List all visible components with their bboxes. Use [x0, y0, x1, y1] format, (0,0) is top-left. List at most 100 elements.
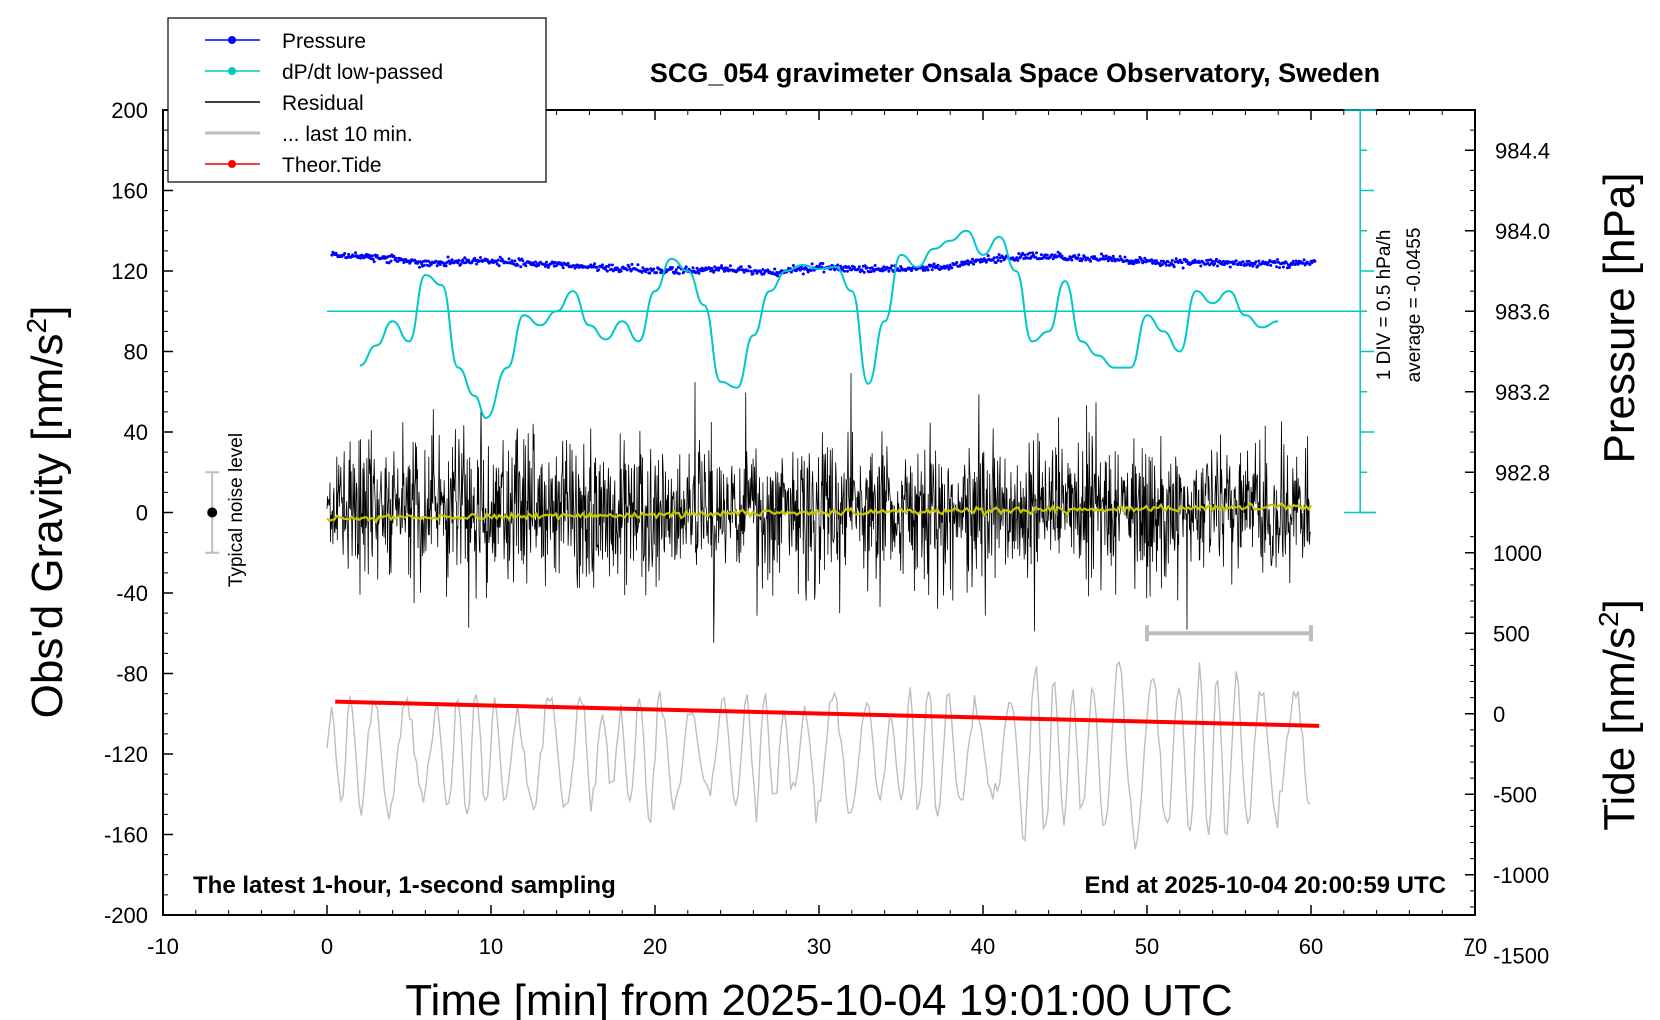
pressure-point — [519, 265, 523, 269]
legend-label: Pressure — [282, 30, 366, 53]
pressure-point — [1169, 261, 1173, 265]
pressure-point — [459, 262, 463, 266]
y-tide-tick-label: 1000 — [1493, 541, 1542, 566]
y-pressure-tick-label: 984.4 — [1495, 138, 1550, 163]
pressure-point — [510, 259, 514, 263]
pressure-point — [1215, 257, 1218, 261]
pressure-point — [372, 260, 376, 264]
pressure-point — [402, 261, 406, 264]
legend-label: Theor.Tide — [282, 154, 382, 177]
noise-bar-center — [207, 507, 218, 518]
pressure-point — [597, 268, 601, 272]
pressure-point — [670, 266, 674, 269]
x-tick-label: 40 — [971, 934, 995, 959]
y-left-tick-label: 40 — [124, 420, 148, 445]
pressure-point — [593, 262, 597, 266]
pressure-point — [534, 260, 538, 264]
pressure-point — [347, 252, 351, 256]
pressure-point — [857, 265, 861, 269]
pressure-point — [726, 266, 729, 270]
legend-swatch-marker — [228, 67, 236, 75]
pressure-point — [1035, 251, 1038, 255]
pressure-point — [1015, 256, 1019, 260]
pressure-point — [950, 266, 954, 270]
pressure-point — [553, 260, 557, 264]
last10-min-trace — [326, 660, 1311, 850]
pressure-point — [646, 268, 650, 272]
pressure-point — [889, 266, 893, 270]
pressure-point — [846, 269, 849, 273]
pressure-point — [1248, 263, 1252, 267]
pressure-point — [748, 265, 752, 269]
pressure-point — [507, 257, 511, 261]
pressure-point — [1160, 263, 1164, 266]
y-left-tick-label: -160 — [104, 823, 148, 848]
legend-label: ... last 10 min. — [282, 123, 413, 146]
pressure-point — [749, 269, 753, 273]
pressure-point — [619, 269, 623, 273]
pressure-point — [773, 267, 777, 271]
pressure-point — [860, 269, 864, 273]
range-bars — [205, 471, 1313, 642]
pressure-point — [1269, 263, 1273, 267]
pressure-point — [360, 253, 364, 257]
pressure-point — [1030, 255, 1033, 259]
pressure-point — [1256, 264, 1260, 268]
x-tick-label: 20 — [643, 934, 667, 959]
pressure-point — [791, 264, 795, 267]
pressure-point — [1111, 254, 1115, 258]
pressure-point — [1228, 265, 1232, 269]
pressure-point — [1266, 263, 1270, 267]
pressure-point — [422, 263, 426, 267]
pressure-point — [516, 263, 520, 267]
pressure-point — [1278, 266, 1281, 270]
pressure-point — [434, 259, 438, 263]
dpdt-average-label: average = -0.0455 — [1404, 228, 1425, 383]
pressure-point — [1253, 262, 1257, 266]
pressure-point — [513, 259, 517, 263]
pressure-point — [354, 251, 357, 255]
pressure-point — [636, 263, 640, 267]
pressure-point — [1308, 263, 1312, 266]
pressure-point — [776, 274, 780, 278]
pressure-point — [839, 264, 843, 268]
y-tide-tick-label: -500 — [1493, 782, 1537, 807]
pressure-point — [566, 261, 570, 265]
pressure-point — [674, 268, 678, 272]
pressure-point — [1216, 264, 1219, 268]
last10-min-line — [326, 660, 1311, 850]
pressure-point — [995, 255, 999, 259]
pressure-point — [537, 263, 541, 267]
y-left-tick-label: -200 — [104, 903, 148, 928]
pressure-point — [438, 263, 442, 267]
y-tide-ticks: -1500 -1000 -500 0 500 1000 — [1465, 536, 1549, 968]
pressure-point — [610, 263, 614, 267]
pressure-point — [648, 271, 652, 275]
pressure-point — [1284, 261, 1288, 265]
pressure-point — [822, 270, 826, 274]
pressure-point — [420, 262, 423, 266]
pressure-point — [1143, 256, 1147, 260]
pressure-point — [1181, 266, 1185, 270]
y-left-tick-label: 120 — [111, 259, 148, 284]
pressure-point — [992, 256, 996, 260]
dpdt-line — [359, 229, 1279, 419]
pressure-point — [446, 255, 450, 259]
pressure-point — [1023, 253, 1027, 257]
y-pressure-tick-label: 983.2 — [1495, 380, 1550, 405]
pressure-point — [852, 265, 856, 269]
pressure-point — [809, 269, 813, 272]
pressure-point — [490, 258, 494, 262]
pressure-point — [652, 267, 656, 271]
y-pressure-axis-label: Pressure [hPa] — [1595, 172, 1644, 463]
pressure-point — [1209, 258, 1213, 262]
chart-title: SCG_054 gravimeter Onsala Space Observat… — [650, 58, 1380, 88]
x-tick-label: 60 — [1299, 934, 1323, 959]
pressure-point — [887, 269, 891, 273]
pressure-point — [865, 266, 869, 270]
y-left-tick-label: 0 — [136, 501, 148, 526]
pressure-point — [691, 266, 695, 270]
pressure-point — [418, 265, 421, 269]
pressure-point — [1101, 254, 1105, 258]
pressure-point — [991, 258, 995, 262]
